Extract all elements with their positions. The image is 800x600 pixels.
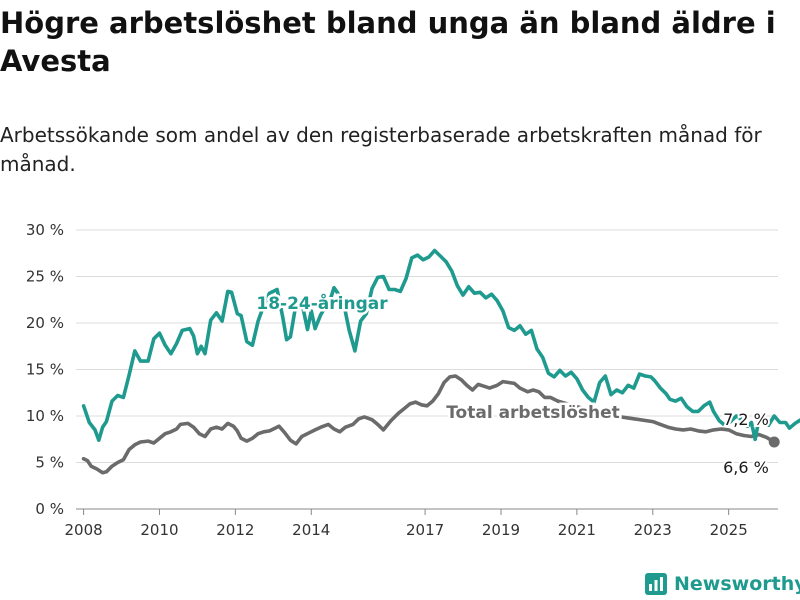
y-tick-label: 0 % — [35, 500, 64, 518]
series-annotation: 18-24-åringar — [256, 292, 388, 314]
x-tick-label: 2025 — [710, 521, 748, 539]
brand-name: Newsworthy — [674, 573, 800, 595]
end-value-label: 6,6 % — [723, 458, 769, 477]
x-tick-label: 2012 — [216, 521, 254, 539]
y-tick-label: 5 % — [35, 454, 64, 472]
series-end-marker — [768, 436, 780, 448]
x-tick-label: 2010 — [140, 521, 178, 539]
x-tick-label: 2017 — [406, 521, 444, 539]
x-tick-label: 2014 — [292, 521, 330, 539]
brand-logo: Newsworthy — [644, 570, 800, 598]
y-tick-label: 10 % — [26, 407, 64, 425]
series-annotation: Total arbetslöshet — [446, 403, 620, 423]
x-tick-label: 2008 — [64, 521, 102, 539]
x-tick-label: 2023 — [634, 521, 672, 539]
series-line — [81, 248, 800, 442]
grid-layer — [76, 229, 778, 515]
x-tick-label: 2019 — [482, 521, 520, 539]
y-tick-label: 30 % — [26, 221, 64, 239]
x-tick-label: 2021 — [558, 521, 596, 539]
y-tick-label: 25 % — [26, 268, 64, 286]
y-tick-label: 20 % — [26, 314, 64, 332]
line-chart: 0 % 5 % 10 % 15 % 20 % 25 % 30 % 2008 2010 2012 20… — [26, 221, 800, 539]
series-line — [81, 374, 776, 475]
chart-subtitle: Arbetssökande som andel av den registerb… — [0, 123, 762, 176]
label-layer: 0 % 5 % 10 % 15 % 20 % 25 % 30 % 2008 2010 2012 20… — [26, 221, 771, 539]
newsworthy-logo-icon — [645, 573, 667, 595]
end-value-label: 7,2 % — [723, 410, 769, 429]
series-layer — [81, 248, 800, 475]
chart-title: Högre arbetslöshet bland unga än bland ä… — [0, 6, 776, 78]
y-tick-label: 15 % — [26, 361, 64, 379]
